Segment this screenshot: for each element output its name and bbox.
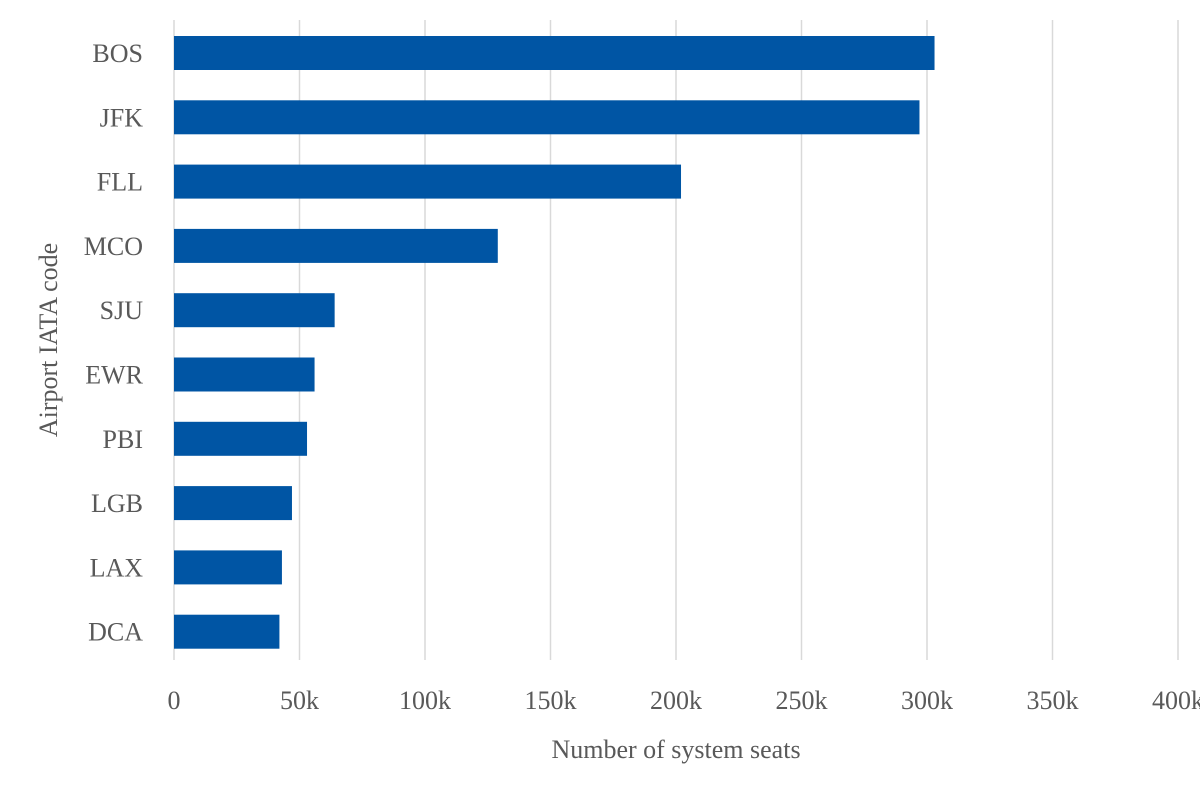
x-tick-label: 250k xyxy=(776,686,828,715)
x-tick-label: 100k xyxy=(399,686,451,715)
bar-fll xyxy=(174,164,682,199)
y-tick-label: JFK xyxy=(100,103,144,132)
y-tick-label: MCO xyxy=(84,232,143,261)
x-tick-label: 300k xyxy=(901,686,953,715)
x-tick-label: 50k xyxy=(280,686,319,715)
y-tick-label: PBI xyxy=(103,425,143,454)
y-tick-label: SJU xyxy=(100,296,144,325)
bar-lgb xyxy=(174,486,292,521)
y-tick-label: DCA xyxy=(88,618,143,647)
x-tick-label: 350k xyxy=(1027,686,1079,715)
y-axis-title: Airport IATA code xyxy=(34,243,63,437)
bar-jfk xyxy=(174,100,920,135)
x-tick-labels: 0 50k 100k 150k 200k 250k 300k 350k 400k xyxy=(168,686,1200,715)
y-tick-label: EWR xyxy=(85,361,143,390)
bar-pbi xyxy=(174,421,308,456)
bar-mco xyxy=(174,228,498,263)
bar-lax xyxy=(174,550,282,585)
bars xyxy=(174,36,935,649)
bar-dca xyxy=(174,614,280,649)
bar-ewr xyxy=(174,357,315,392)
y-tick-label: LGB xyxy=(91,489,143,518)
x-axis-title: Number of system seats xyxy=(551,735,800,764)
y-tick-label: BOS xyxy=(92,39,143,68)
x-tick-label: 200k xyxy=(650,686,702,715)
bar-sju xyxy=(174,293,335,328)
y-tick-labels: BOS JFK FLL MCO SJU EWR PBI LGB LAX DCA xyxy=(84,39,144,647)
x-tick-label: 400k xyxy=(1152,686,1200,715)
x-tick-label: 0 xyxy=(168,686,181,715)
y-tick-label: FLL xyxy=(97,168,143,197)
y-tick-label: LAX xyxy=(90,553,144,582)
x-tick-label: 150k xyxy=(525,686,577,715)
bar-bos xyxy=(174,36,935,70)
